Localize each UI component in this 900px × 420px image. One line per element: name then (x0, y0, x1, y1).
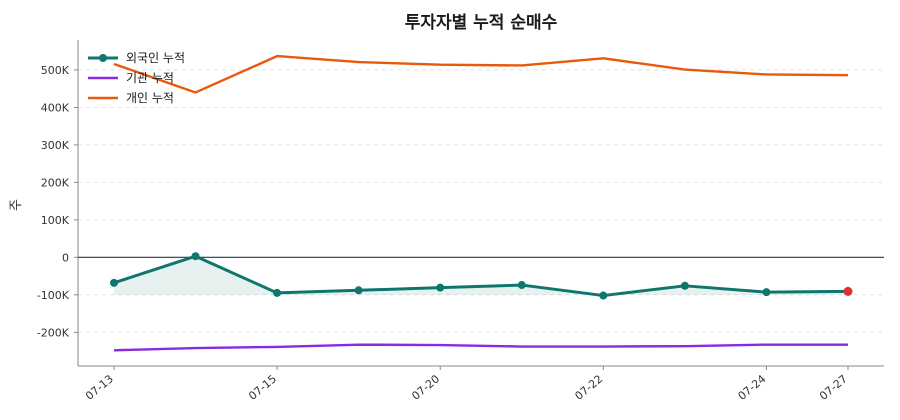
y-tick-label: 400K (41, 101, 70, 114)
x-tick-label: 07-15 (246, 372, 279, 403)
data-point (599, 291, 608, 300)
x-tick-label: 07-24 (736, 372, 769, 403)
y-tick-label: 300K (41, 139, 70, 152)
legend-marker (99, 54, 107, 62)
legend-label: 개인 누적 (126, 91, 174, 105)
legend-label: 외국인 누적 (126, 51, 185, 65)
legend-label: 기관 누적 (126, 71, 174, 85)
latest-point-marker (843, 286, 853, 296)
axes (77, 40, 884, 367)
y-tick-label: 0 (62, 251, 69, 264)
y-tick-label: -100K (37, 289, 70, 302)
series-line (113, 54, 849, 94)
data-point (436, 283, 445, 292)
data-point (110, 278, 118, 287)
x-tick-label: 07-13 (83, 372, 116, 403)
grid-lines (78, 69, 884, 333)
data-point (191, 252, 200, 261)
series-line (113, 254, 849, 298)
chart-title: 투자자별 누적 순매수 (405, 13, 558, 33)
series-layer (110, 54, 853, 352)
series-line (113, 343, 848, 352)
x-tick-label: 07-27 (817, 372, 850, 403)
y-tick-label: 200K (41, 176, 70, 189)
data-point (354, 286, 363, 295)
data-point (762, 288, 771, 297)
y-axis-label: 주 (9, 199, 24, 211)
x-tick-label: 07-22 (572, 372, 605, 403)
tick-labels: -200K -100K 0 100K 200K 300K 400K 500K 07-13 07-1… (37, 64, 850, 403)
data-point (517, 281, 526, 290)
x-tick-label: 07-20 (409, 372, 442, 403)
y-tick-label: -200K (37, 326, 70, 339)
data-point (273, 288, 282, 297)
y-tick-label: 100K (41, 214, 70, 227)
y-tick-label: 500K (41, 64, 70, 77)
data-point (680, 281, 689, 290)
